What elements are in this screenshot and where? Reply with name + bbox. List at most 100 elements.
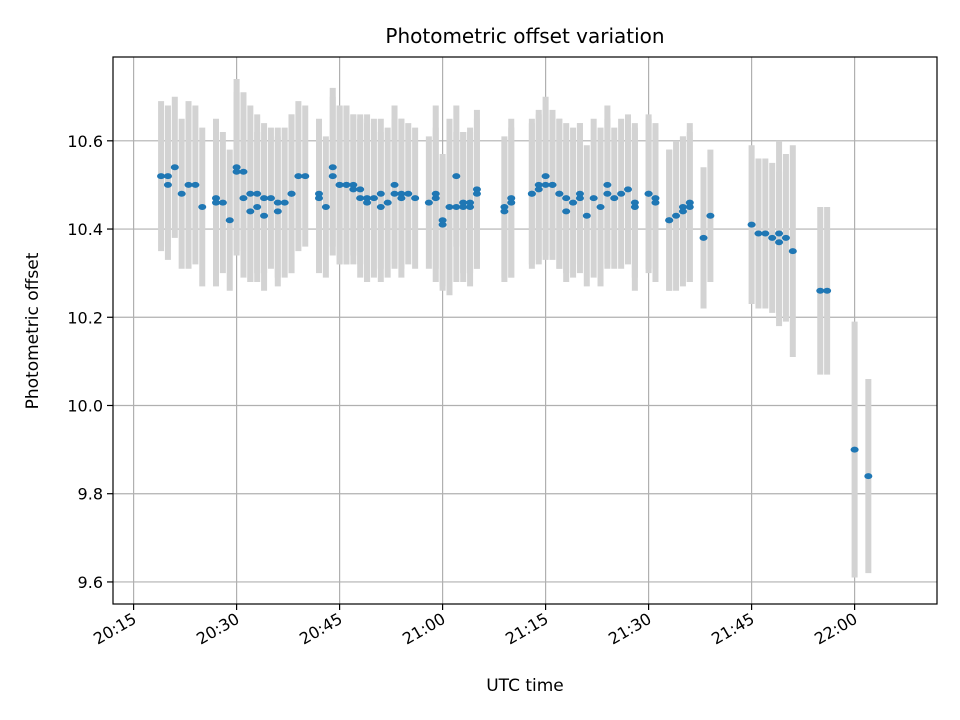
data-point xyxy=(239,195,248,202)
data-point xyxy=(431,190,440,197)
data-point xyxy=(191,181,200,188)
data-point xyxy=(280,199,289,206)
data-point xyxy=(198,203,207,210)
data-point xyxy=(363,199,372,206)
data-point xyxy=(218,199,227,206)
data-point xyxy=(315,190,323,197)
y-tick-label: 10.6 xyxy=(67,132,103,151)
data-point xyxy=(431,195,440,202)
data-point xyxy=(665,217,674,224)
data-point xyxy=(678,203,687,210)
data-point xyxy=(273,199,282,206)
data-point xyxy=(569,199,578,206)
data-point xyxy=(548,181,557,188)
data-point xyxy=(575,195,584,202)
data-point xyxy=(685,199,694,206)
data-point xyxy=(816,287,825,294)
data-point xyxy=(575,190,584,197)
data-point xyxy=(266,195,275,202)
data-point xyxy=(246,208,255,215)
data-point xyxy=(163,173,172,180)
data-point xyxy=(603,190,612,197)
data-point xyxy=(761,230,770,237)
data-point xyxy=(335,181,344,188)
point-layer xyxy=(157,164,873,480)
data-point xyxy=(596,203,605,210)
data-point xyxy=(397,190,406,197)
data-point xyxy=(260,195,269,202)
data-point xyxy=(672,212,681,219)
data-point xyxy=(678,208,687,215)
data-point xyxy=(404,190,413,197)
data-point xyxy=(356,186,365,193)
y-tick-label: 10.2 xyxy=(67,308,103,327)
data-point xyxy=(438,221,447,228)
data-point xyxy=(823,287,832,294)
data-point xyxy=(294,173,303,180)
data-point xyxy=(534,186,543,193)
data-point xyxy=(260,212,269,219)
data-point xyxy=(273,208,282,215)
data-point xyxy=(747,221,756,228)
data-point xyxy=(328,173,337,180)
data-point xyxy=(651,195,660,202)
data-point xyxy=(562,208,571,215)
data-point xyxy=(775,239,784,246)
data-point xyxy=(349,181,358,188)
data-point xyxy=(438,217,447,224)
data-point xyxy=(781,234,790,241)
data-point xyxy=(239,168,248,175)
data-point xyxy=(864,473,873,480)
data-point xyxy=(253,190,262,197)
data-point xyxy=(376,203,385,210)
data-point xyxy=(232,168,241,175)
data-point xyxy=(768,234,777,241)
data-point xyxy=(383,199,392,206)
data-point xyxy=(850,446,859,453)
data-point xyxy=(603,181,612,188)
data-point xyxy=(376,190,385,197)
data-point xyxy=(555,190,564,197)
y-tick-label: 9.8 xyxy=(78,485,103,504)
data-point xyxy=(630,203,639,210)
data-point xyxy=(301,173,310,180)
data-point xyxy=(459,203,468,210)
data-point xyxy=(163,181,172,188)
data-point xyxy=(644,190,653,197)
data-point xyxy=(397,195,406,202)
data-point xyxy=(184,181,193,188)
data-point xyxy=(534,181,543,188)
data-point xyxy=(754,230,763,237)
data-point xyxy=(369,195,378,202)
data-point xyxy=(321,203,330,210)
y-tick-label: 10.4 xyxy=(67,220,103,239)
y-axis-title: Photometric offset xyxy=(23,252,43,409)
data-point xyxy=(472,190,481,197)
data-point xyxy=(651,199,660,206)
data-point xyxy=(246,190,255,197)
data-point xyxy=(507,195,516,202)
plot-frame xyxy=(112,56,938,605)
data-point xyxy=(452,173,461,180)
data-point xyxy=(617,190,626,197)
data-point xyxy=(363,195,372,202)
data-point xyxy=(788,248,797,255)
data-point xyxy=(630,199,639,206)
data-point xyxy=(315,195,323,202)
data-point xyxy=(424,199,433,206)
x-axis-title: UTC time xyxy=(486,676,564,696)
data-point xyxy=(232,164,241,171)
data-point xyxy=(157,173,166,180)
data-point xyxy=(685,203,694,210)
data-point xyxy=(452,203,461,210)
data-point xyxy=(500,208,509,215)
data-point xyxy=(177,190,186,197)
data-point xyxy=(589,195,598,202)
data-point xyxy=(472,186,481,193)
data-point xyxy=(287,190,296,197)
data-point xyxy=(225,217,234,224)
data-point xyxy=(349,186,358,193)
data-point xyxy=(706,212,715,219)
